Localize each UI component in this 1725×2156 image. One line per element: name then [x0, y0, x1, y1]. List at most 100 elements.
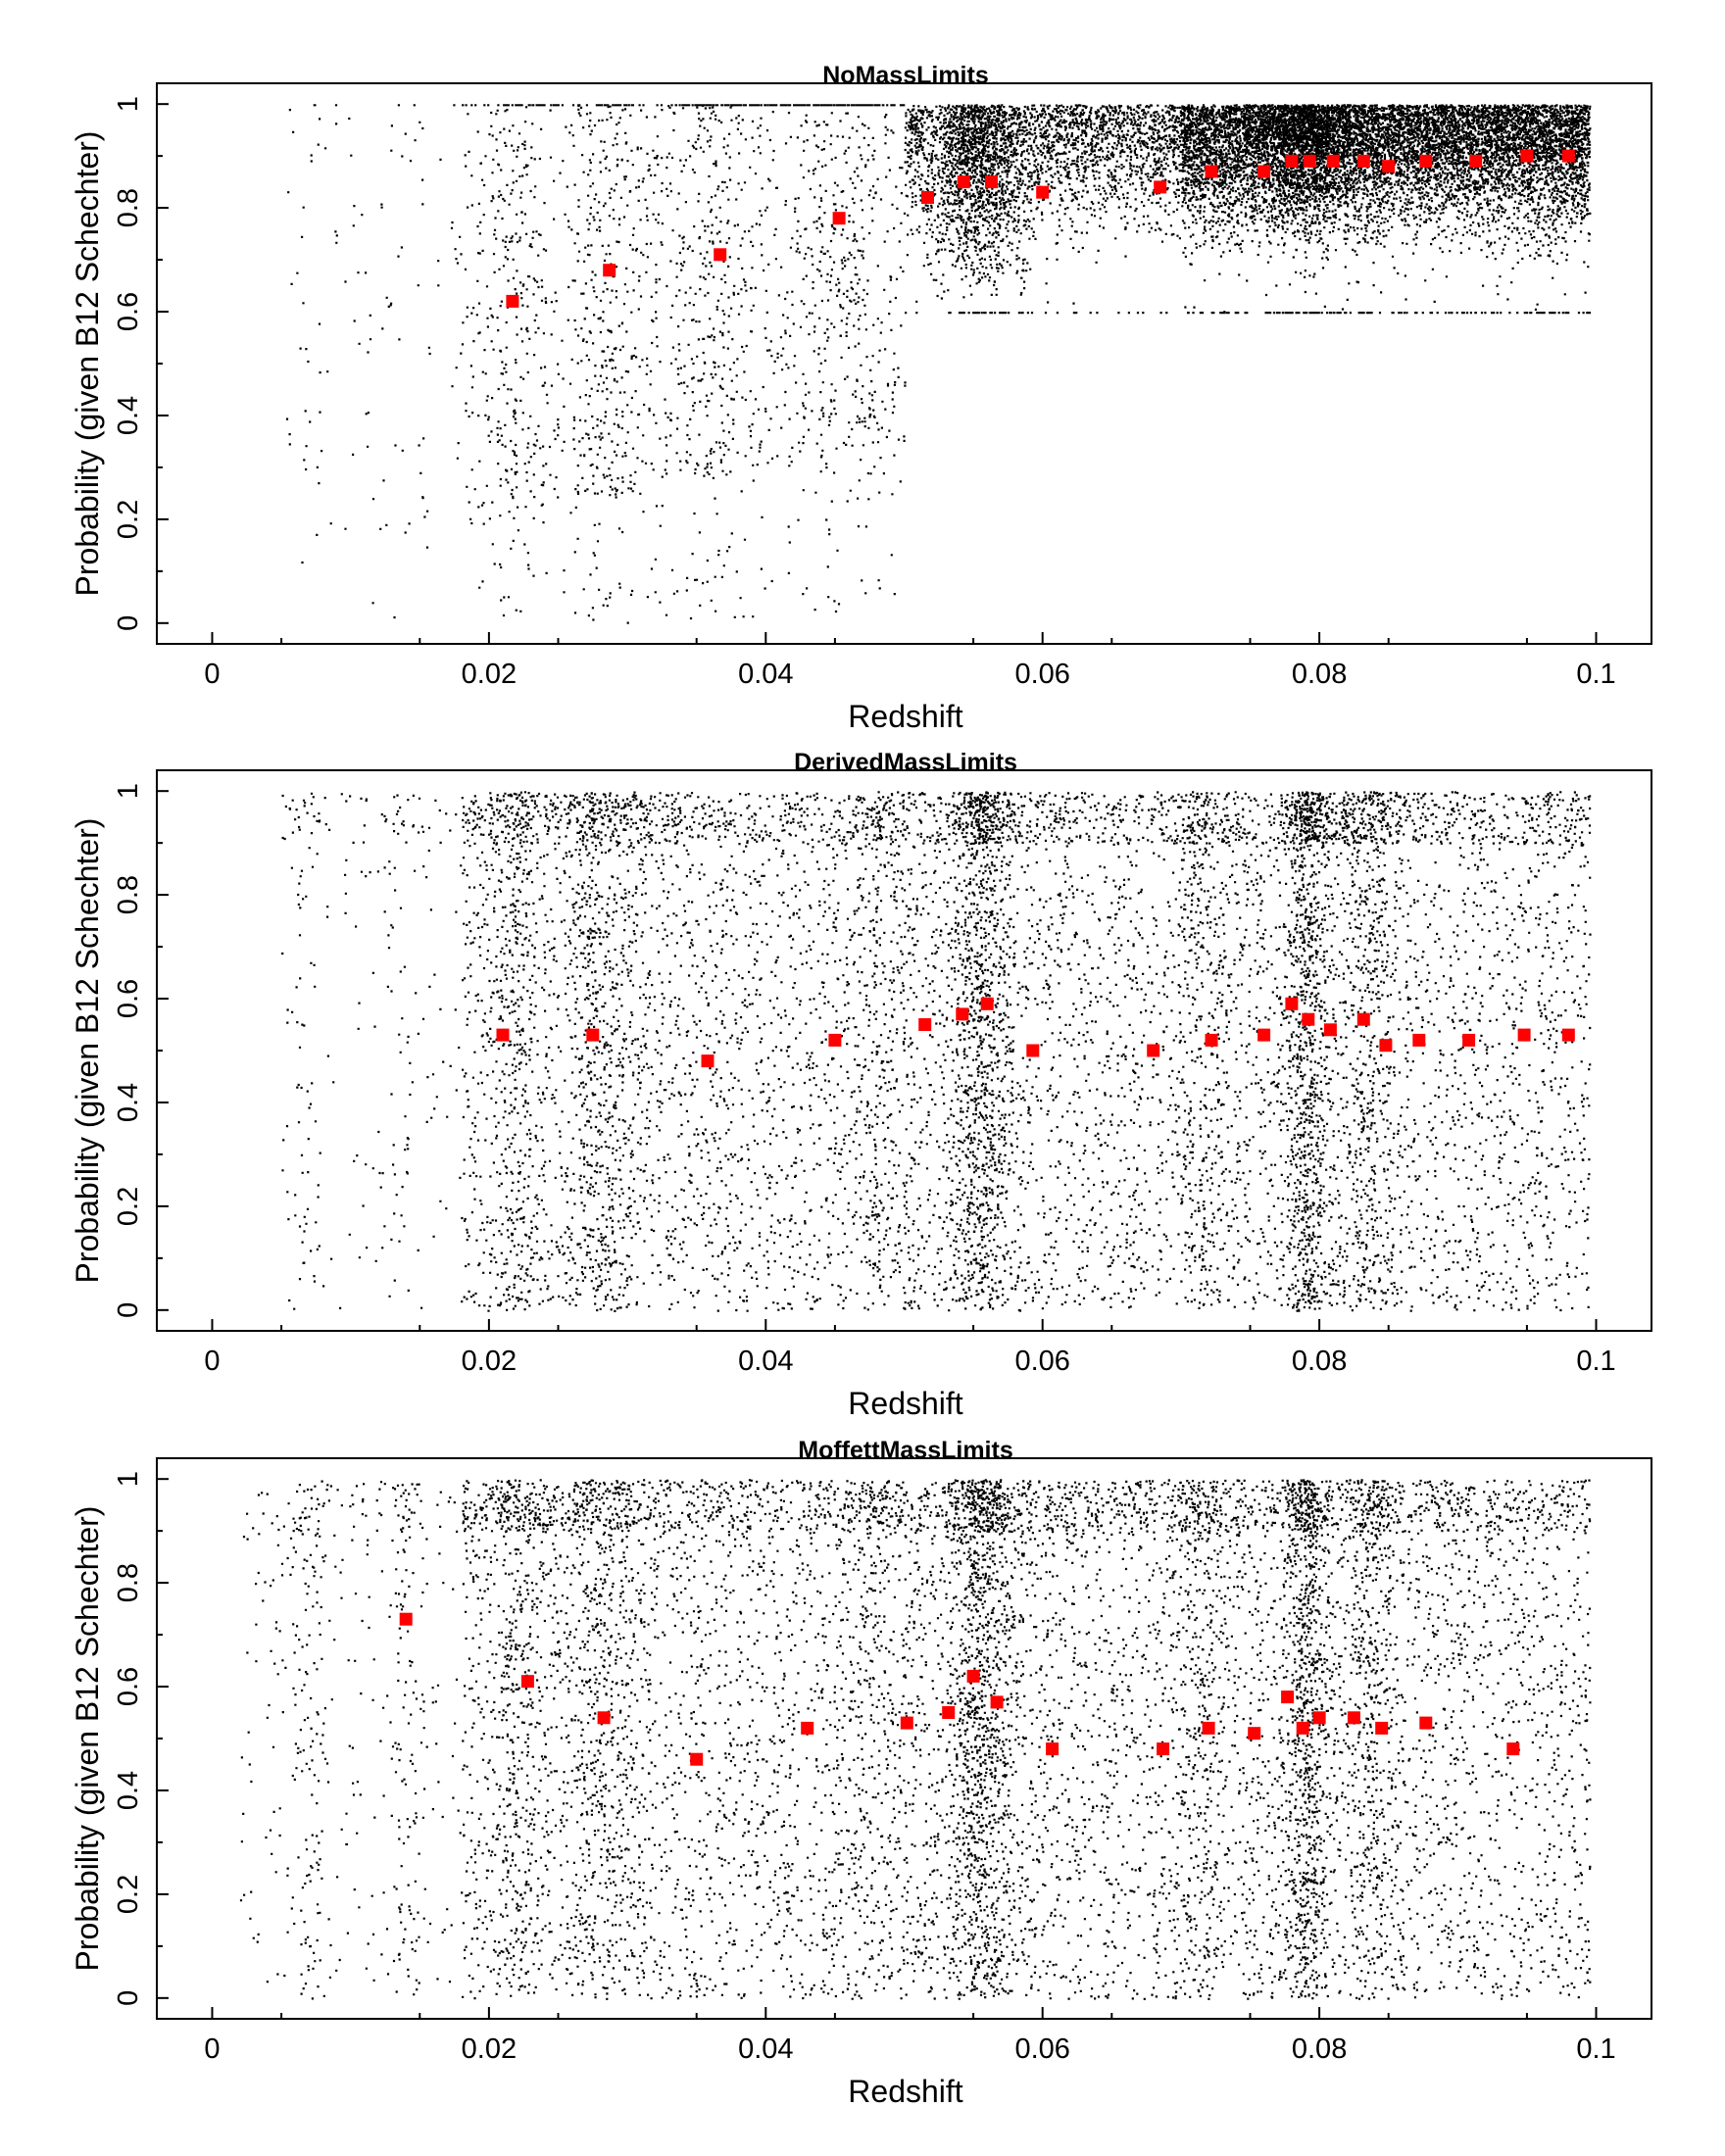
binned-mean-point	[586, 1028, 600, 1042]
binned-mean-point	[1419, 154, 1433, 168]
binned-mean-point	[985, 175, 998, 189]
binned-mean-point	[1157, 1742, 1170, 1756]
x-axis: 0 0.02 0.04 0.06 0.08 0.1	[204, 1319, 1616, 1377]
binned-mean-point	[520, 1675, 534, 1689]
panel-moffett-mass-limits: MoffettMassLimits 0 0.02 0.04 0.06 0.08 0.1 0…	[70, 1437, 1652, 2109]
chart-title: MoffettMassLimits	[798, 1437, 1012, 1464]
x-tick-label: 0.1	[1576, 1346, 1615, 1377]
y-tick-label: 0.6	[113, 292, 144, 331]
x-tick-label: 0	[204, 2034, 220, 2065]
y-tick-label: 1	[113, 1471, 144, 1487]
x-tick-label: 0.1	[1576, 659, 1615, 690]
panel-derived-mass-limits: DerivedMassLimits 0 0.02 0.04 0.06 0.08 0.1 0…	[70, 749, 1652, 1421]
binned-mean-point	[1469, 154, 1483, 168]
y-axis-label: Probability (given B12 Schechter)	[70, 1506, 105, 1972]
binned-mean-point	[1248, 1727, 1261, 1740]
binned-mean-point	[603, 264, 616, 277]
x-axis: 0 0.02 0.04 0.06 0.08 0.1	[204, 2007, 1616, 2065]
x-tick-label: 0.08	[1292, 1346, 1347, 1377]
x-axis-label: Redshift	[848, 699, 963, 734]
binned-mean-point	[1356, 154, 1370, 168]
binned-mean-point	[1026, 1044, 1040, 1057]
galaxy-points	[281, 791, 1592, 1312]
binned-mean-point	[980, 997, 994, 1010]
binned-mean-point	[1356, 1012, 1370, 1026]
x-tick-label: 0.04	[738, 659, 793, 690]
binned-mean-point	[1561, 1028, 1575, 1042]
binned-mean-point	[701, 1054, 715, 1068]
binned-mean-point	[690, 1752, 704, 1766]
y-tick-label: 0.4	[113, 396, 144, 435]
x-tick-label: 0.06	[1014, 2034, 1069, 2065]
binned-mean-point	[1154, 180, 1167, 194]
binned-mean-point	[1326, 154, 1340, 168]
y-tick-label: 0.2	[113, 1187, 144, 1226]
binned-mean-point	[1312, 1711, 1326, 1725]
y-tick-label: 0.8	[113, 1563, 144, 1602]
binned-mean-point	[1285, 997, 1299, 1010]
x-tick-label: 0.02	[462, 1346, 517, 1377]
x-tick-label: 0.04	[738, 1346, 793, 1377]
galaxy-points	[285, 104, 1592, 624]
chart-title: NoMassLimits	[822, 62, 988, 89]
chart-title: DerivedMassLimits	[794, 749, 1017, 776]
x-tick-label: 0.06	[1014, 659, 1069, 690]
galaxy-point-cloud	[285, 104, 1592, 624]
binned-mean-point	[399, 1612, 413, 1626]
x-tick-label: 0.04	[738, 2034, 793, 2065]
binned-mean-point	[1347, 1711, 1360, 1725]
binned-mean-point	[1382, 160, 1396, 173]
binned-mean-point	[990, 1695, 1004, 1709]
y-axis-label: Probability (given B12 Schechter)	[70, 818, 105, 1284]
binned-mean-point	[1257, 1028, 1271, 1042]
y-tick-label: 0.2	[113, 1875, 144, 1914]
x-tick-label: 0	[204, 1346, 220, 1377]
binned-mean-point	[828, 1033, 842, 1047]
binned-mean-point	[1205, 165, 1218, 178]
binned-mean-point	[900, 1716, 913, 1730]
binned-means	[496, 997, 1575, 1068]
binned-mean-point	[1036, 185, 1050, 199]
y-tick-label: 0.8	[113, 188, 144, 227]
panel-no-mass-limits: NoMassLimits 0 0.02 0.04 0.06 0.08 0.1 0 0.2 0.…	[70, 62, 1652, 734]
binned-mean-point	[1281, 1690, 1295, 1704]
binned-mean-point	[1323, 1023, 1337, 1037]
y-axis-label: Probability (given B12 Schechter)	[70, 131, 105, 597]
x-axis-label: Redshift	[848, 2074, 963, 2109]
y-tick-label: 0.6	[113, 979, 144, 1018]
binned-mean-point	[1285, 154, 1299, 168]
binned-mean-point	[714, 248, 727, 262]
y-tick-label: 0.2	[113, 500, 144, 539]
binned-mean-point	[496, 1028, 510, 1042]
binned-mean-point	[1561, 149, 1575, 163]
binned-mean-point	[597, 1711, 611, 1725]
x-tick-label: 0.1	[1576, 2034, 1615, 2065]
y-tick-label: 0	[113, 615, 144, 631]
binned-mean-point	[1147, 1044, 1160, 1057]
y-tick-label: 1	[113, 783, 144, 799]
binned-means	[399, 1612, 1520, 1766]
binned-mean-point	[1379, 1039, 1393, 1053]
x-axis-label: Redshift	[848, 1386, 963, 1421]
binned-mean-point	[1303, 154, 1316, 168]
y-axis: 0 0.2 0.4 0.6 0.8 1	[113, 1471, 169, 2006]
x-tick-label: 0.06	[1014, 1346, 1069, 1377]
binned-mean-point	[1296, 1721, 1309, 1735]
galaxy-points	[239, 1479, 1592, 2000]
binned-mean-point	[966, 1669, 980, 1683]
binned-mean-point	[1517, 1028, 1531, 1042]
y-tick-label: 0	[113, 1990, 144, 2006]
x-tick-label: 0.02	[462, 659, 517, 690]
binned-mean-point	[921, 191, 934, 204]
x-tick-label: 0.02	[462, 2034, 517, 2065]
y-tick-label: 1	[113, 96, 144, 112]
x-tick-label: 0	[204, 659, 220, 690]
binned-mean-point	[957, 175, 970, 189]
binned-mean-point	[1506, 1742, 1520, 1756]
binned-mean-point	[1412, 1033, 1426, 1047]
x-tick-label: 0.08	[1292, 2034, 1347, 2065]
binned-mean-point	[1462, 1033, 1476, 1047]
galaxy-point-cloud	[239, 1479, 1592, 2000]
x-tick-label: 0.08	[1292, 659, 1347, 690]
